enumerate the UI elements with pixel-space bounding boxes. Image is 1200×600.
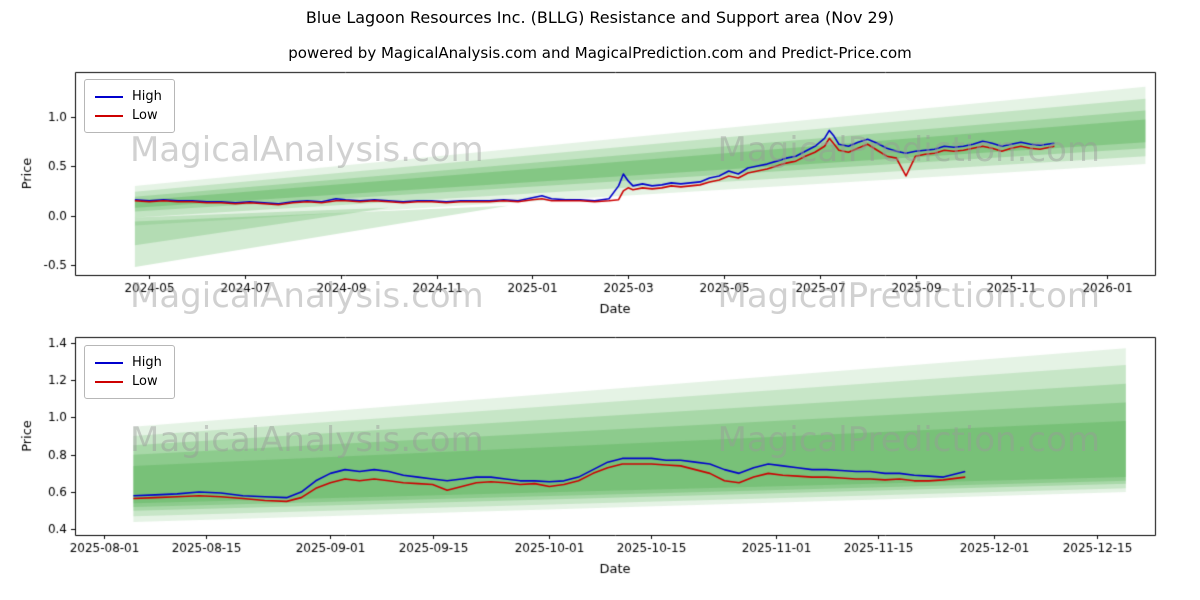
chart-title: Blue Lagoon Resources Inc. (BLLG) Resist… <box>305 8 895 27</box>
legend-item-low: Low <box>95 108 162 123</box>
high-line-swatch <box>95 95 123 98</box>
legend-bottom: High Low <box>84 345 175 399</box>
legend-label-low: Low <box>132 108 158 123</box>
legend-item-high: High <box>95 355 162 370</box>
high-line-swatch <box>95 361 123 364</box>
legend-item-high: High <box>95 89 162 104</box>
legend-item-low: Low <box>95 374 162 389</box>
legend-label-low: Low <box>132 374 158 389</box>
legend-top: High Low <box>84 79 175 133</box>
low-line-swatch <box>95 114 123 117</box>
legend-label-high: High <box>132 355 162 370</box>
legend-label-high: High <box>132 89 162 104</box>
chart-subtitle: powered by MagicalAnalysis.com and Magic… <box>288 44 912 62</box>
low-line-swatch <box>95 380 123 383</box>
